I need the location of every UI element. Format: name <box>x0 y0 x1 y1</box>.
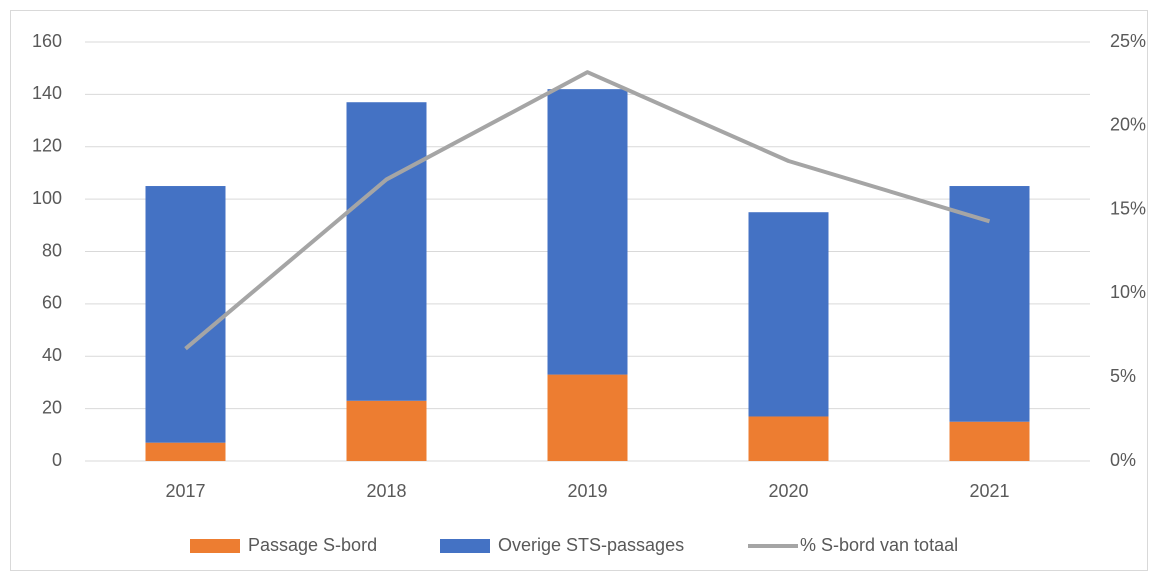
legend-swatch <box>440 539 490 553</box>
legend-label: % S-bord van totaal <box>800 535 958 555</box>
legend-swatch <box>190 539 240 553</box>
bar-segment <box>547 374 628 461</box>
y-tick-label: 140 <box>32 83 62 103</box>
y2-tick-label: 5% <box>1110 366 1136 386</box>
y2-tick-label: 25% <box>1110 31 1146 51</box>
y-tick-label: 0 <box>52 450 62 470</box>
bar-segment <box>145 186 226 443</box>
x-tick-label: 2021 <box>969 481 1009 501</box>
bar-segment <box>949 421 1030 461</box>
y2-tick-label: 15% <box>1110 198 1146 218</box>
y2-tick-label: 0% <box>1110 450 1136 470</box>
bar-segment <box>346 400 427 461</box>
legend-label: Overige STS-passages <box>498 535 684 555</box>
x-tick-label: 2018 <box>366 481 406 501</box>
y-tick-label: 40 <box>42 345 62 365</box>
y-tick-label: 20 <box>42 397 62 417</box>
y-tick-label: 80 <box>42 240 62 260</box>
legend-label: Passage S-bord <box>248 535 377 555</box>
y2-tick-label: 20% <box>1110 115 1146 135</box>
y-tick-label: 160 <box>32 31 62 51</box>
x-tick-label: 2017 <box>165 481 205 501</box>
y-tick-label: 60 <box>42 293 62 313</box>
y-tick-label: 120 <box>32 136 62 156</box>
bar-segment <box>547 89 628 375</box>
bar-segment <box>949 186 1030 422</box>
x-tick-label: 2020 <box>768 481 808 501</box>
bar-segment <box>748 212 829 417</box>
x-tick-label: 2019 <box>567 481 607 501</box>
y2-tick-label: 10% <box>1110 282 1146 302</box>
y-tick-label: 100 <box>32 188 62 208</box>
bar-segment <box>145 442 226 461</box>
line-series <box>184 70 991 351</box>
bar-segment <box>346 102 427 401</box>
bar-segment <box>748 416 829 461</box>
